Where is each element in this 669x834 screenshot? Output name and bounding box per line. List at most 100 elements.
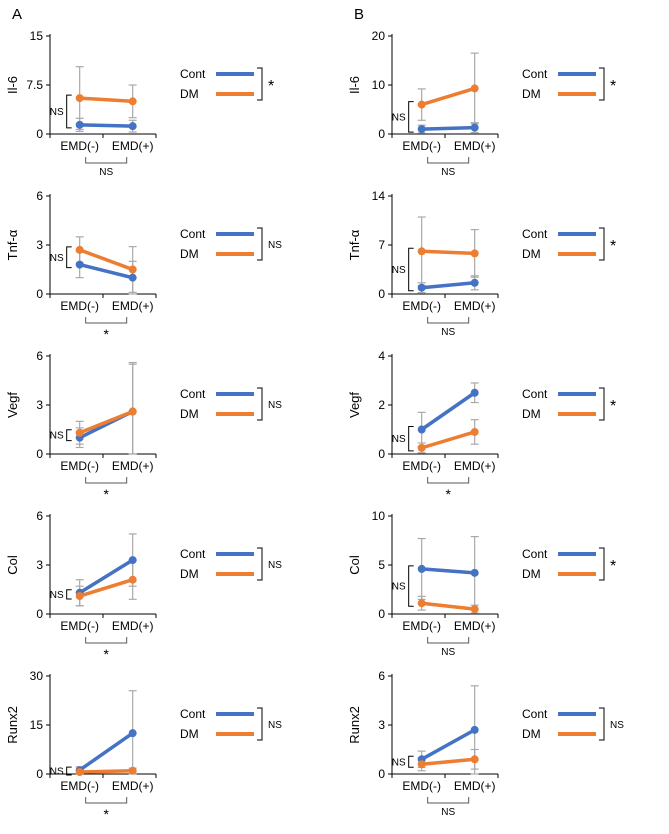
legend-label-cont: Cont xyxy=(522,547,548,561)
series-line-dm xyxy=(421,430,476,450)
data-point-dm xyxy=(470,249,479,258)
legend-label-cont: Cont xyxy=(180,387,206,401)
left-bracket-label: NS xyxy=(392,112,406,123)
y-axis-label: Il-6 xyxy=(347,76,362,94)
chart-A-Vegf: 0 3 6 Vegf NS Cont DM NS EMD(-) EMD(+)* xyxy=(5,349,282,502)
bottom-comparison-bracket xyxy=(85,477,128,484)
data-point-dm xyxy=(417,760,426,769)
series-line-cont xyxy=(420,728,476,761)
data-point-dm xyxy=(417,599,426,608)
y-tick-label: 6 xyxy=(36,349,43,363)
y-tick-label: 3 xyxy=(378,718,385,732)
series-line-dm xyxy=(79,768,133,774)
left-bracket-label: NS xyxy=(50,590,64,601)
legend-significance: NS xyxy=(268,400,282,411)
left-comparison-bracket xyxy=(66,94,72,129)
legend-label-cont: Cont xyxy=(522,387,548,401)
data-point-cont xyxy=(470,725,479,734)
data-point-dm xyxy=(128,766,137,775)
y-tick-label: 6 xyxy=(378,669,385,683)
data-point-dm xyxy=(128,265,137,274)
left-comparison-bracket xyxy=(408,755,414,768)
y-axis-label: Vegf xyxy=(5,392,20,418)
data-point-dm xyxy=(128,575,137,584)
series-line-dm xyxy=(79,96,133,104)
chart-B-Tnf-α: 0 7 14 Tnf-α NS Cont DM * EMD(-) EMD(+) NS xyxy=(347,189,616,338)
bottom-bracket-label: NS xyxy=(441,167,455,178)
series-line-dm xyxy=(421,757,475,766)
x-tick-label: EMD(+) xyxy=(112,779,154,793)
x-tick-label: EMD(+) xyxy=(454,619,496,633)
legend-label-dm: DM xyxy=(522,727,541,741)
panel-b-label: B xyxy=(354,6,365,23)
left-bracket-label: NS xyxy=(392,434,406,445)
bottom-comparison-bracket xyxy=(85,317,128,324)
legend-significance: NS xyxy=(268,560,282,571)
legend-comparison-bracket xyxy=(599,387,605,421)
data-point-cont xyxy=(128,729,137,738)
x-tick-label: EMD(-) xyxy=(60,619,99,633)
y-tick-label: 0 xyxy=(36,767,43,781)
series-line-dm xyxy=(421,86,476,107)
legend-comparison-bracket xyxy=(599,547,605,581)
legend-label-dm: DM xyxy=(180,247,199,261)
left-bracket-label: NS xyxy=(392,757,406,768)
y-tick-label: 3 xyxy=(36,238,43,252)
y-tick-label: 3 xyxy=(36,558,43,572)
data-point-dm xyxy=(417,100,426,109)
data-point-cont xyxy=(75,120,84,129)
bottom-bracket-label: * xyxy=(103,806,109,822)
legend-comparison-bracket xyxy=(257,387,263,421)
series-line-cont xyxy=(421,281,475,290)
left-comparison-bracket xyxy=(408,565,414,607)
legend-significance: NS xyxy=(268,240,282,251)
bottom-comparison-bracket xyxy=(427,637,470,644)
panel-b-charts: 0 10 20 Il-6 NS Cont DM * EMD(-) EMD(+) NS 0 7 14 Tnf-… xyxy=(346,24,668,824)
bottom-comparison-bracket xyxy=(85,797,128,804)
x-tick-label: EMD(+) xyxy=(112,139,154,153)
y-axis-label: Runx2 xyxy=(347,706,362,744)
y-axis-label: Runx2 xyxy=(5,706,20,744)
chart-B-Runx2: 0 3 6 Runx2 NS Cont DM NS EMD(-) EMD(+) NS xyxy=(347,669,624,818)
x-tick-label: EMD(+) xyxy=(454,779,496,793)
y-axis-label: Il-6 xyxy=(5,76,20,94)
data-point-cont xyxy=(128,273,137,282)
data-point-cont xyxy=(128,122,137,131)
bottom-comparison-bracket xyxy=(85,157,128,164)
data-point-cont xyxy=(417,564,426,573)
series-line-cont xyxy=(78,731,134,772)
series-line-dm xyxy=(79,248,134,272)
bottom-comparison-bracket xyxy=(427,797,470,804)
x-tick-label: EMD(-) xyxy=(402,619,441,633)
legend-comparison-bracket xyxy=(599,67,605,101)
x-tick-label: EMD(-) xyxy=(60,299,99,313)
series-line-cont xyxy=(420,391,476,431)
legend-significance: * xyxy=(610,558,616,575)
series-line-cont xyxy=(421,567,475,575)
data-point-dm xyxy=(470,427,479,436)
data-point-cont xyxy=(417,425,426,434)
x-tick-label: EMD(-) xyxy=(402,459,441,473)
chart-B-Il-6: 0 10 20 Il-6 NS Cont DM * EMD(-) EMD(+) NS xyxy=(347,29,616,178)
legend-label-dm: DM xyxy=(522,567,541,581)
data-point-cont xyxy=(470,388,479,397)
data-point-cont xyxy=(470,568,479,577)
y-tick-label: 3 xyxy=(36,398,43,412)
data-point-dm xyxy=(75,428,84,437)
legend-label-cont: Cont xyxy=(180,547,206,561)
legend-label-dm: DM xyxy=(180,87,199,101)
series-line-dm xyxy=(79,578,134,598)
data-point-cont xyxy=(470,123,479,132)
x-tick-label: EMD(-) xyxy=(60,459,99,473)
data-point-dm xyxy=(75,245,84,254)
left-bracket-label: NS xyxy=(392,582,406,593)
panel-a-label: A xyxy=(12,6,23,23)
y-axis-label: Col xyxy=(347,555,362,575)
y-tick-label: 30 xyxy=(30,669,44,683)
legend-significance: * xyxy=(610,238,616,255)
y-tick-label: 10 xyxy=(372,509,386,523)
data-point-dm xyxy=(75,94,84,103)
series-line-dm xyxy=(79,409,134,435)
legend-comparison-bracket xyxy=(599,227,605,261)
